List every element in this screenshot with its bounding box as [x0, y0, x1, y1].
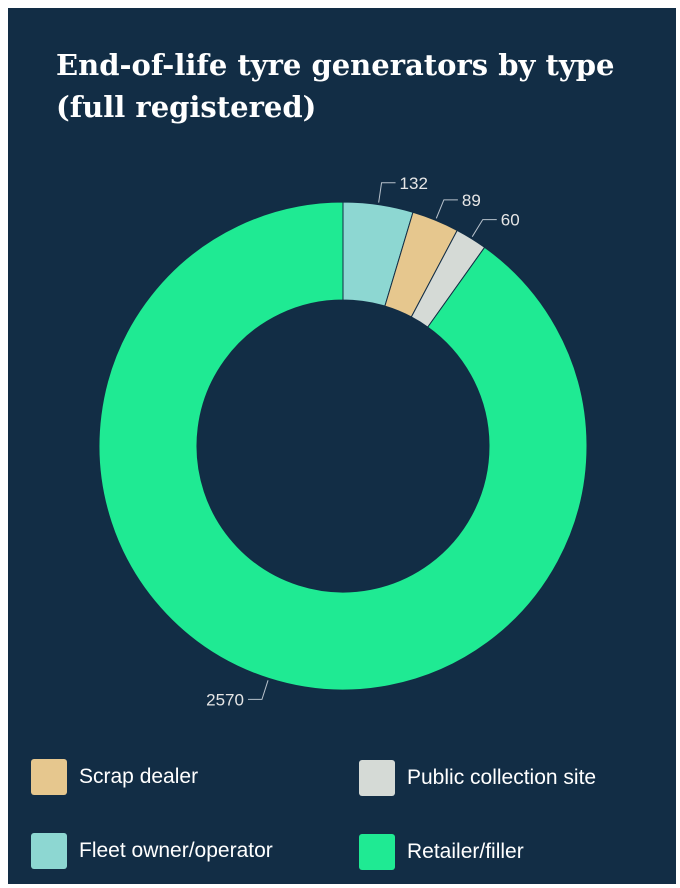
data-label-fleet-owner-operator: 132 — [400, 174, 428, 193]
legend-item-scrap-dealer[interactable]: Scrap dealer — [31, 759, 198, 795]
slice-labels: 132 89 60 2570 — [206, 174, 520, 710]
legend-label: Retailer/filler — [407, 840, 524, 863]
legend-item-fleet-owner-operator[interactable]: Fleet owner/operator — [31, 833, 273, 869]
data-label-scrap-dealer: 89 — [462, 191, 481, 210]
donut-slices — [98, 201, 588, 691]
legend-item-public-collection-site[interactable]: Public collection site — [359, 760, 596, 796]
legend-swatch — [359, 760, 395, 796]
legend-swatch — [31, 759, 67, 795]
legend-swatch — [359, 834, 395, 870]
leader-line-fleet-owner-operator — [378, 182, 396, 203]
data-label-retailer-filler: 2570 — [206, 690, 244, 709]
legend-label: Fleet owner/operator — [79, 839, 273, 862]
leader-line-scrap-dealer — [435, 199, 458, 219]
legend-swatch — [31, 833, 67, 869]
legend-label: Public collection site — [407, 766, 597, 789]
leader-line-public-collection-site — [471, 219, 497, 237]
chart-title: End-of-life tyre generators by type (ful… — [56, 48, 615, 124]
legend-label: Scrap dealer — [79, 765, 199, 788]
leader-line-retailer-filler — [247, 680, 269, 700]
slice-retailer-filler[interactable] — [98, 201, 588, 691]
data-label-public-collection-site: 60 — [501, 211, 520, 230]
legend-item-retailer-filler[interactable]: Retailer/filler — [359, 834, 524, 870]
